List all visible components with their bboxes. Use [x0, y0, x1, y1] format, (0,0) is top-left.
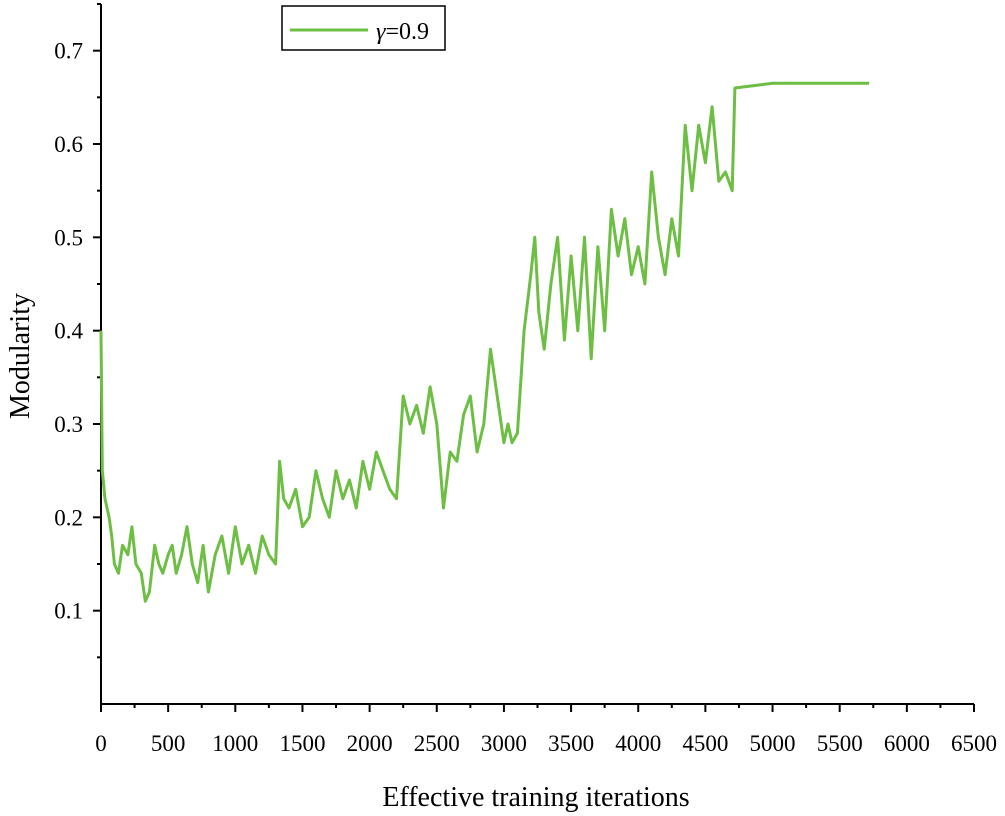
legend-gamma-symbol: γ	[376, 19, 386, 45]
legend-box	[281, 5, 446, 51]
axes	[100, 4, 974, 705]
y-tick-label: 0.5	[54, 225, 83, 250]
x-tick-label: 2500	[414, 731, 460, 756]
x-tick-label: 0	[95, 731, 107, 756]
x-tick-label: 500	[151, 731, 186, 756]
ticks: 0 500 1000 1500 2000 2500 3000 3500 4000 4500 5000…	[54, 3, 997, 756]
y-tick-label: 0.7	[54, 39, 83, 64]
legend-label: γ=0.9	[376, 19, 429, 45]
series-layer	[99, 81, 870, 603]
x-tick-label: 2000	[347, 731, 393, 756]
x-axis-title: Effective training iterations	[382, 782, 689, 813]
x-tick-label: 6000	[884, 731, 930, 756]
x-tick-label: 6500	[951, 731, 997, 756]
y-tick-label: 0.2	[54, 505, 83, 530]
x-tick-label: 1000	[212, 731, 258, 756]
y-tick-label: 0.6	[54, 132, 83, 157]
legend-value-text: =0.9	[385, 19, 429, 45]
series-line	[99, 81, 870, 603]
x-tick-label: 3000	[481, 731, 527, 756]
x-tick-label: 5000	[750, 731, 796, 756]
x-tick-label: 3500	[548, 731, 594, 756]
y-tick-label: 0.4	[54, 319, 83, 344]
x-tick-label: 5500	[817, 731, 863, 756]
x-tick-label: 4000	[615, 731, 661, 756]
x-tick-label: 4500	[682, 731, 728, 756]
y-axis-title: Modularity	[5, 293, 36, 419]
legend: γ=0.9	[281, 5, 446, 51]
y-tick-label: 0.3	[54, 412, 83, 437]
x-tick-label: 1500	[279, 731, 325, 756]
y-tick-label: 0.1	[54, 599, 83, 624]
